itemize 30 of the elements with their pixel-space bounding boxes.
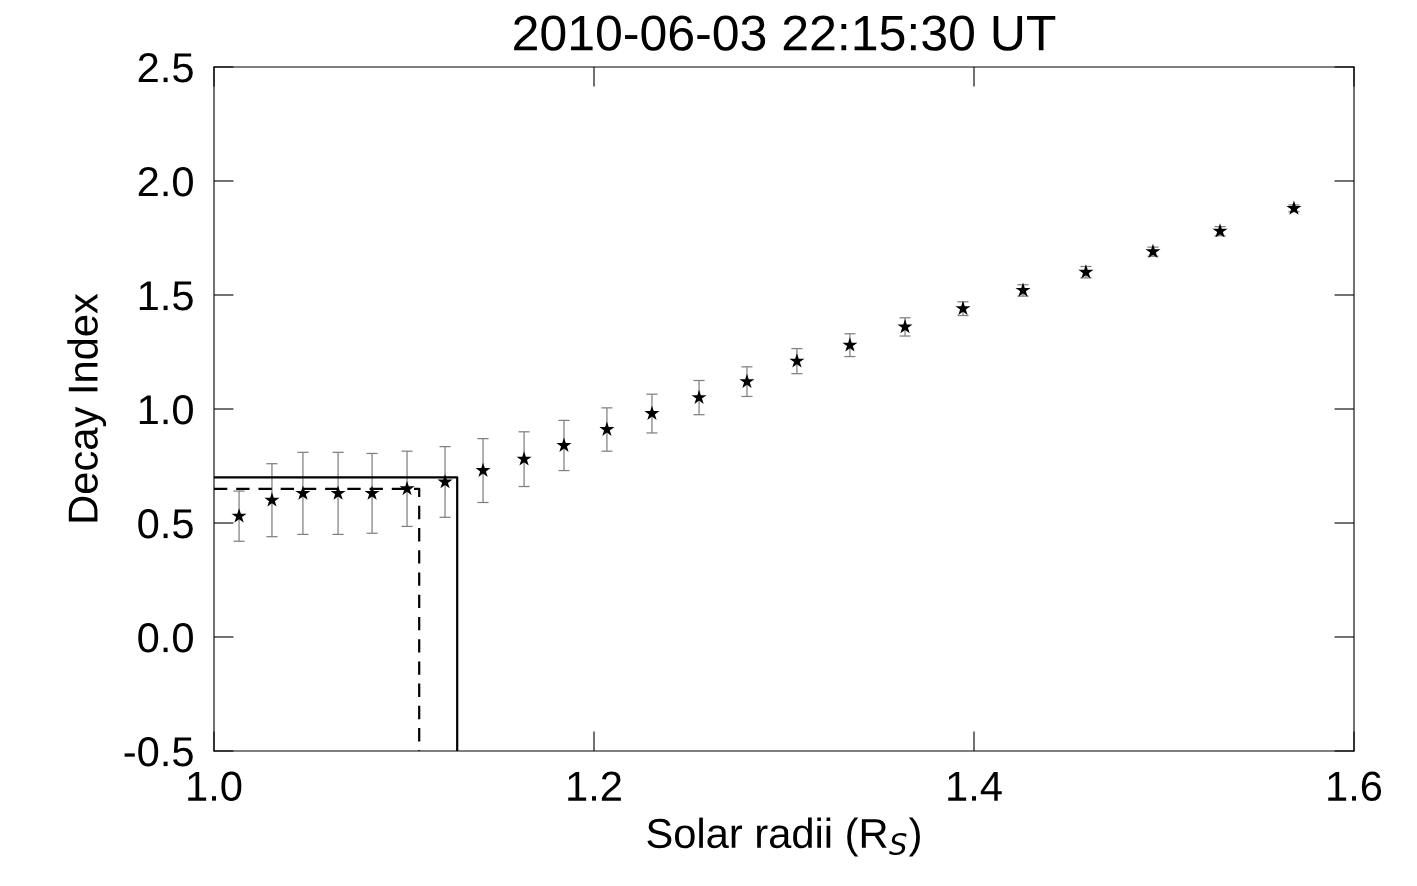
point (264, 492, 280, 507)
y-tick-label: 0.0 (138, 623, 193, 653)
y-axis-title: Decay Index (67, 293, 107, 522)
point (475, 462, 491, 477)
point (330, 485, 346, 500)
point (1286, 200, 1302, 215)
chart-title: 2010-06-03 22:15:30 UT (514, 15, 1056, 51)
point (295, 485, 311, 500)
point (789, 353, 805, 368)
point (399, 480, 415, 496)
y-tick-label: 2.5 (138, 53, 193, 83)
point (644, 405, 660, 420)
y-tick-label: -0.5 (124, 737, 193, 767)
x-tick-label: 1.6 (1328, 771, 1382, 802)
point (556, 437, 572, 452)
x-tick-label: 1.0 (188, 771, 242, 802)
y-tick-label: 1.0 (139, 395, 193, 425)
x-tick-label: 1.4 (948, 771, 1002, 801)
y-tick-label: 1.5 (139, 281, 193, 311)
point (231, 508, 247, 523)
point (364, 485, 380, 500)
x-tick-label: 1.2 (568, 771, 621, 801)
point (691, 389, 707, 405)
point (739, 373, 755, 389)
point (516, 451, 532, 466)
x-axis-title: Solar radii (R$_{S}$) (647, 817, 920, 857)
y-tick-label: 2.0 (138, 167, 193, 197)
point (842, 337, 858, 352)
y-tick-label: 0.5 (138, 509, 193, 539)
point (599, 421, 615, 436)
